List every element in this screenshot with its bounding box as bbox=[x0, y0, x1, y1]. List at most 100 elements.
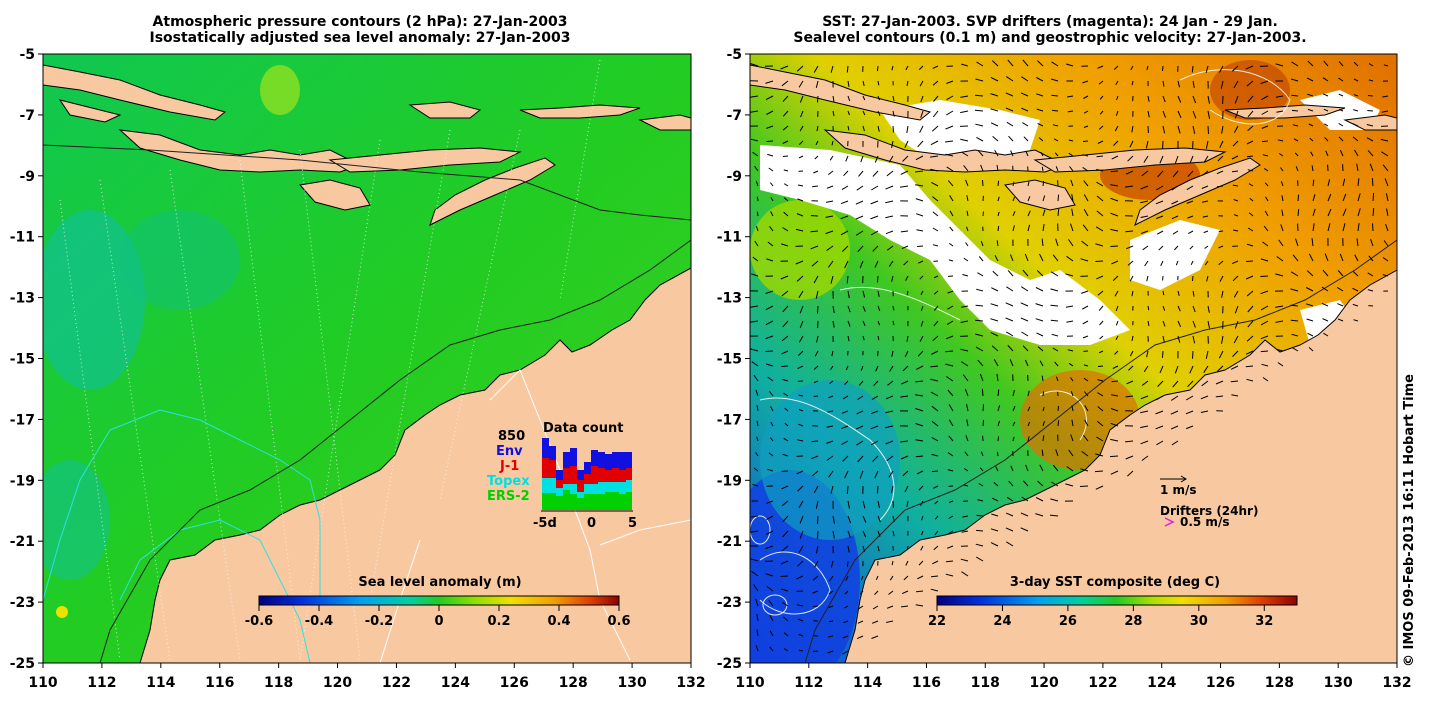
velocity-vector bbox=[847, 335, 850, 342]
bar-stack bbox=[619, 452, 626, 510]
bar-stack bbox=[605, 454, 612, 510]
velocity-vector bbox=[978, 483, 984, 487]
velocity-vector bbox=[798, 290, 804, 299]
velocity-vector bbox=[1039, 360, 1044, 367]
velocity-vector bbox=[961, 530, 969, 533]
velocity-vector bbox=[765, 545, 774, 550]
velocity-vector bbox=[815, 290, 819, 299]
velocity-vector bbox=[825, 215, 834, 218]
velocity-vector bbox=[832, 320, 835, 328]
velocity-vector bbox=[1110, 422, 1119, 427]
velocity-vector bbox=[870, 425, 879, 430]
velocity-vector bbox=[1097, 406, 1104, 412]
velocity-vector bbox=[1009, 359, 1014, 367]
velocity-vector bbox=[765, 305, 774, 311]
velocity-vector bbox=[1192, 290, 1195, 297]
velocity-vector bbox=[815, 140, 819, 146]
velocity-vector bbox=[813, 275, 819, 284]
velocity-vector bbox=[796, 604, 804, 607]
velocity-vector bbox=[1191, 65, 1194, 73]
velocity-vector bbox=[1234, 95, 1239, 104]
velocity-vector bbox=[977, 272, 984, 277]
left-title-line1: Atmospheric pressure contours (2 hPa): 2… bbox=[152, 14, 568, 30]
velocity-vector bbox=[1338, 108, 1344, 112]
velocity-vector bbox=[1261, 95, 1269, 101]
data-count-title: Data count bbox=[543, 421, 623, 436]
right-colorbar-ticks: 22 24 26 28 30 32 bbox=[928, 605, 1273, 629]
left-ytick-label: -21 bbox=[10, 534, 35, 550]
velocity-vector bbox=[1307, 93, 1314, 97]
left-colorbar-ticks: -0.6 -0.4 -0.2 0 0.2 0.4 0.6 bbox=[245, 605, 631, 629]
velocity-vector bbox=[770, 437, 774, 442]
shelf-break-right bbox=[804, 239, 1397, 663]
velocity-vector bbox=[885, 425, 894, 429]
velocity-vector bbox=[975, 78, 984, 82]
velocity-vector bbox=[1125, 230, 1134, 233]
velocity-vector bbox=[1006, 331, 1014, 337]
velocity-vector bbox=[1162, 305, 1166, 311]
velocity-vector bbox=[932, 560, 939, 565]
velocity-vector bbox=[904, 485, 909, 493]
velocity-vector bbox=[1281, 195, 1284, 202]
velocity-vector bbox=[1036, 108, 1044, 112]
velocity-vector bbox=[1203, 155, 1209, 163]
velocity-vector bbox=[847, 320, 851, 327]
velocity-vector bbox=[783, 616, 789, 622]
left-ytick-label: -7 bbox=[19, 108, 35, 124]
velocity-vector bbox=[915, 604, 924, 607]
velocity-vector bbox=[932, 485, 939, 489]
velocity-vector bbox=[1140, 425, 1149, 429]
velocity-vector bbox=[1082, 140, 1089, 142]
velocity-vector bbox=[1233, 199, 1239, 202]
velocity-vector bbox=[966, 226, 969, 232]
velocity-vector bbox=[1068, 152, 1074, 157]
velocity-vector bbox=[1207, 95, 1210, 104]
velocity-vector bbox=[976, 514, 984, 517]
velocity-vector bbox=[977, 150, 984, 157]
velocity-vector bbox=[915, 423, 924, 427]
velocity-vector bbox=[810, 230, 819, 233]
velocity-vector bbox=[1042, 195, 1046, 202]
velocity-vector bbox=[1246, 80, 1254, 87]
velocity-vector bbox=[1177, 110, 1182, 119]
velocity-vector bbox=[1382, 274, 1389, 277]
velocity-vector bbox=[1170, 425, 1179, 430]
velocity-vector bbox=[1249, 197, 1254, 202]
velocity-vector bbox=[1158, 245, 1164, 251]
velocity-vector bbox=[1020, 317, 1029, 322]
velocity-vector bbox=[1109, 455, 1119, 458]
velocity-vector bbox=[1027, 224, 1031, 232]
velocity-vector bbox=[1065, 305, 1074, 308]
velocity-vector bbox=[1245, 365, 1254, 368]
velocity-vector bbox=[845, 365, 849, 371]
velocity-vector bbox=[756, 196, 759, 202]
velocity-vector bbox=[994, 255, 999, 262]
velocity-vector bbox=[830, 65, 834, 73]
velocity-vector bbox=[1247, 320, 1254, 328]
velocity-vector bbox=[949, 195, 954, 202]
velocity-vector bbox=[1096, 181, 1104, 187]
velocity-vector bbox=[877, 125, 880, 132]
velocity-vector bbox=[770, 406, 774, 412]
velocity-vector bbox=[975, 319, 984, 322]
bar-stack bbox=[563, 452, 570, 510]
velocity-vector bbox=[1384, 178, 1389, 187]
velocity-vector bbox=[862, 305, 866, 312]
left-cb-tick-label: -0.4 bbox=[305, 614, 333, 629]
java-bali-island bbox=[43, 64, 227, 121]
right-xtick-label: 118 bbox=[971, 675, 1000, 691]
velocity-vector bbox=[756, 436, 759, 442]
velocity-vector bbox=[796, 575, 804, 580]
velocity-vector bbox=[870, 440, 879, 446]
geostrophic-velocity-vectors bbox=[750, 59, 1389, 655]
velocity-vector bbox=[1290, 304, 1299, 307]
velocity-vector bbox=[1206, 275, 1209, 282]
velocity-vector bbox=[1146, 350, 1149, 358]
velocity-vector bbox=[948, 259, 954, 262]
velocity-vector bbox=[916, 229, 924, 232]
velocity-vector bbox=[877, 290, 880, 297]
velocity-vector bbox=[826, 440, 834, 444]
velocity-vector bbox=[1131, 290, 1134, 297]
left-xtick-label: 114 bbox=[146, 675, 175, 691]
velocity-vector bbox=[1246, 260, 1254, 262]
